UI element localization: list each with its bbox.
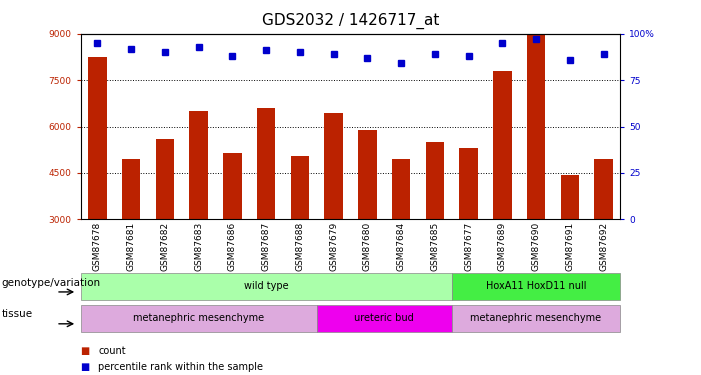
Text: tissue: tissue [1, 309, 32, 320]
Bar [122, 159, 140, 219]
Text: ■: ■ [81, 362, 90, 372]
Bar [223, 153, 242, 219]
Text: HoxA11 HoxD11 null: HoxA11 HoxD11 null [486, 281, 586, 291]
Text: genotype/variation: genotype/variation [1, 278, 100, 288]
Bar [291, 156, 309, 219]
Bar [358, 130, 376, 219]
Bar [459, 148, 478, 219]
Bar [493, 71, 512, 219]
Bar [156, 139, 175, 219]
Text: ureteric bud: ureteric bud [355, 313, 414, 323]
Text: wild type: wild type [244, 281, 289, 291]
Text: GDS2032 / 1426717_at: GDS2032 / 1426717_at [261, 13, 440, 29]
Bar [526, 18, 545, 219]
Text: metanephric mesenchyme: metanephric mesenchyme [470, 313, 601, 323]
Text: count: count [98, 346, 125, 355]
Bar [325, 112, 343, 219]
Text: percentile rank within the sample: percentile rank within the sample [98, 362, 263, 372]
Bar [88, 57, 107, 219]
Bar [561, 174, 579, 219]
Text: ■: ■ [81, 346, 90, 355]
Bar [426, 142, 444, 219]
Bar [257, 108, 275, 219]
Bar [594, 159, 613, 219]
Bar [189, 111, 208, 219]
Text: metanephric mesenchyme: metanephric mesenchyme [133, 313, 264, 323]
Bar [392, 159, 410, 219]
